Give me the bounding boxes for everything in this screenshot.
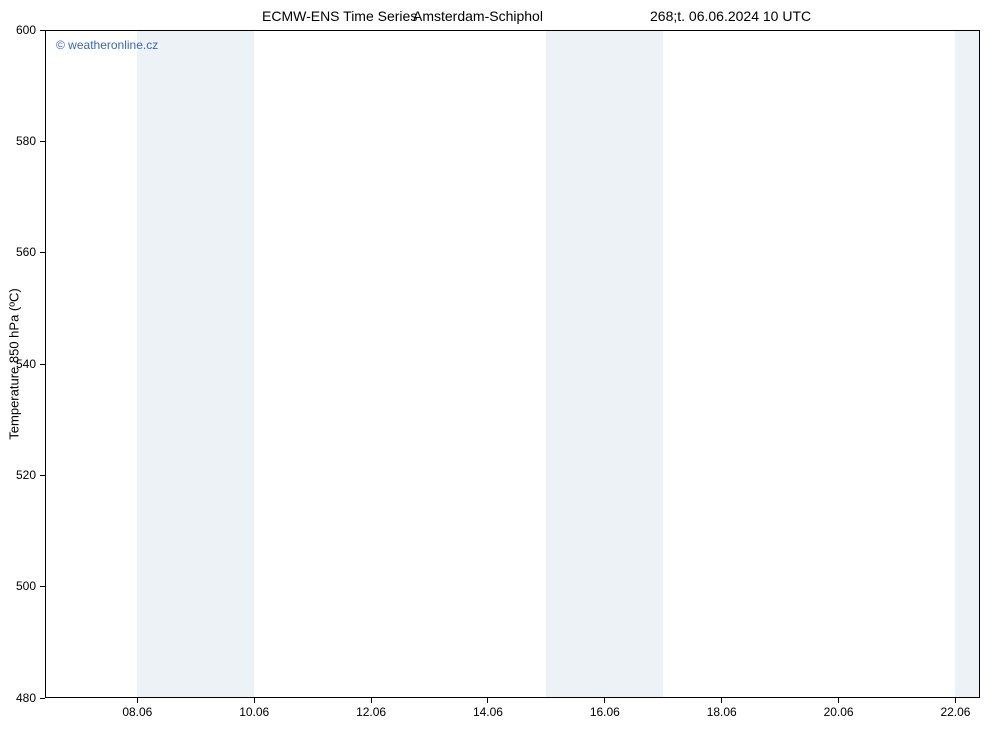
axis-border — [45, 30, 980, 698]
x-tick — [254, 698, 255, 703]
chart-source: ECMW-ENS Time Series — [262, 8, 417, 24]
chart-station: Amsterdam-Schiphol — [413, 8, 543, 24]
x-tick — [721, 698, 722, 703]
y-tick-label: 520 — [0, 468, 36, 482]
x-tick-label: 22.06 — [940, 705, 970, 719]
chart-run-label: 268;t. 06.06.2024 10 UTC — [650, 8, 811, 24]
x-tick-label: 14.06 — [473, 705, 503, 719]
x-tick-label: 18.06 — [707, 705, 737, 719]
y-tick-label: 480 — [0, 691, 36, 705]
y-tick — [40, 475, 45, 476]
x-tick — [137, 698, 138, 703]
y-tick — [40, 141, 45, 142]
y-tick — [40, 586, 45, 587]
x-tick — [955, 698, 956, 703]
y-tick-label: 600 — [0, 23, 36, 37]
x-tick-label: 12.06 — [356, 705, 386, 719]
y-tick-label: 500 — [0, 579, 36, 593]
x-tick — [487, 698, 488, 703]
y-tick — [40, 30, 45, 31]
y-tick-label: 560 — [0, 245, 36, 259]
y-tick — [40, 364, 45, 365]
x-tick-label: 08.06 — [122, 705, 152, 719]
y-tick — [40, 698, 45, 699]
x-tick — [838, 698, 839, 703]
watermark: © weatheronline.cz — [56, 38, 158, 52]
x-tick — [371, 698, 372, 703]
y-tick-label: 580 — [0, 134, 36, 148]
x-tick — [604, 698, 605, 703]
y-axis-label: Temperature 850 hPa (ºC) — [7, 288, 22, 439]
x-tick-label: 20.06 — [824, 705, 854, 719]
y-tick — [40, 252, 45, 253]
x-tick-label: 16.06 — [590, 705, 620, 719]
x-tick-label: 10.06 — [239, 705, 269, 719]
